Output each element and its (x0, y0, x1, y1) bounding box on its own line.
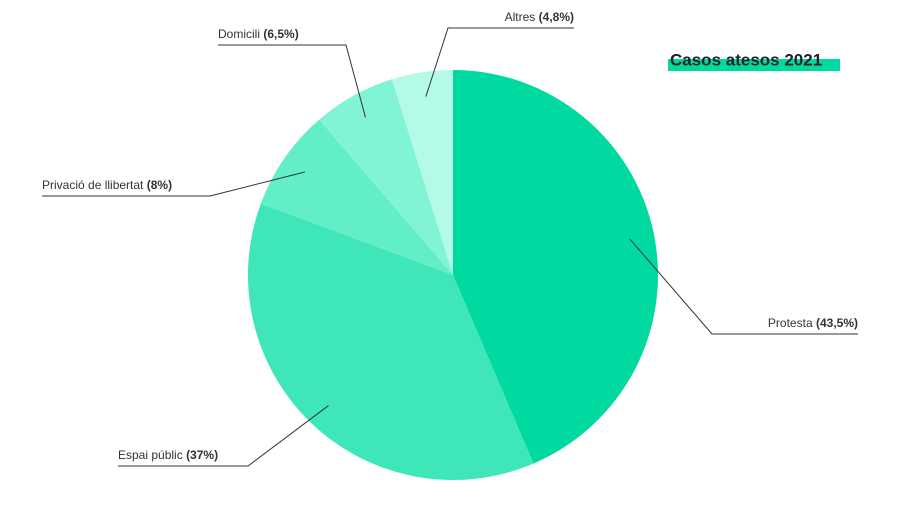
title-highlight (668, 59, 840, 71)
pie-slice (391, 70, 453, 275)
category-name: Espai públic (118, 448, 183, 462)
pie-slice (248, 203, 534, 481)
slice-label: Privació de llibertat (8%) (42, 178, 172, 192)
category-name: Domicili (218, 27, 260, 41)
category-name: Privació de llibertat (42, 178, 144, 192)
leader-line (118, 405, 329, 467)
value-label: (8%) (147, 178, 172, 192)
slice-label: Domicili (6,5%) (218, 27, 299, 41)
leader-line (629, 238, 858, 335)
category-name: Altres (505, 10, 536, 24)
value-label: (43,5%) (816, 316, 858, 330)
category-name: Protesta (768, 316, 813, 330)
chart-title: Casos atesos 2021 (670, 50, 822, 69)
leader-line (425, 27, 574, 97)
pie-slice (453, 70, 659, 464)
pie-slice (260, 119, 453, 275)
value-label: (6,5%) (263, 27, 298, 41)
slice-label: Espai públic (37%) (118, 448, 218, 462)
pie-slice (319, 79, 453, 275)
slice-label: Protesta (43,5%) (768, 316, 858, 330)
value-label: (37%) (186, 448, 218, 462)
leader-line (42, 171, 306, 197)
value-label: (4,8%) (539, 10, 574, 24)
leader-line (218, 44, 366, 118)
slice-label: Altres (4,8%) (505, 10, 574, 24)
